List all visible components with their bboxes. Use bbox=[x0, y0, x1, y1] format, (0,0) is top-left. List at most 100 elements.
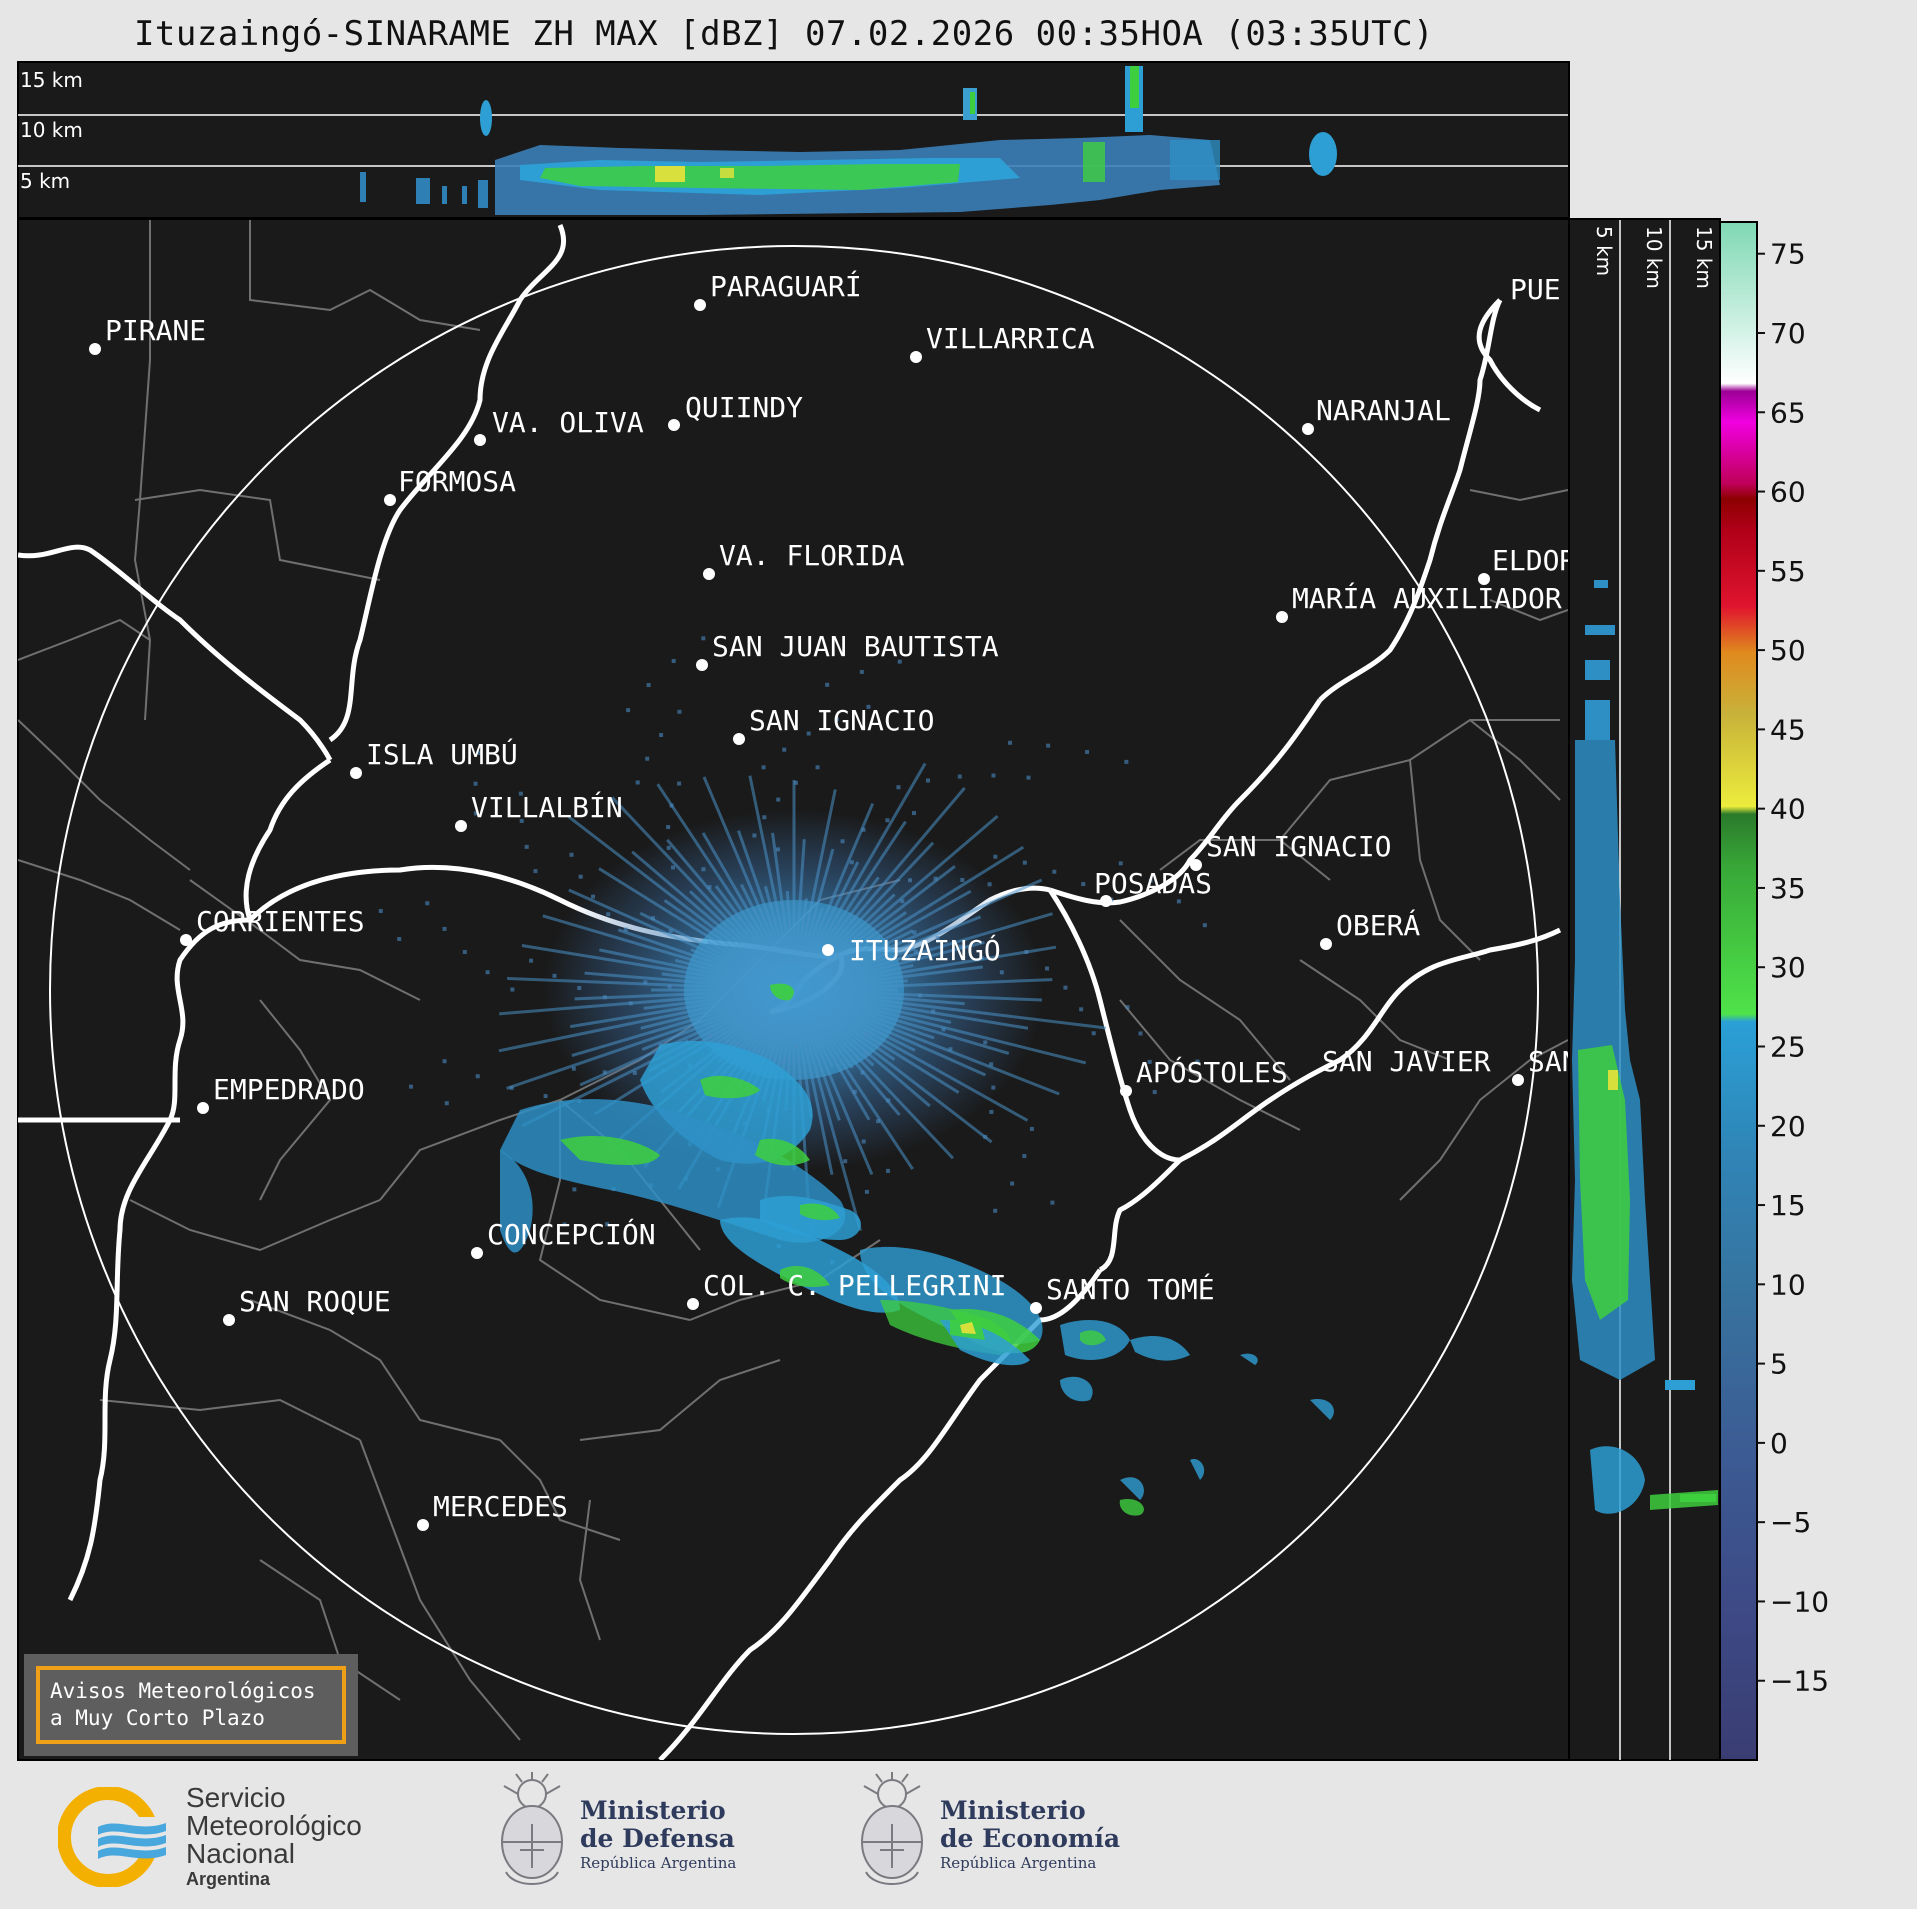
clutter-spoke bbox=[792, 841, 935, 992]
clutter-spoke bbox=[792, 803, 875, 991]
clutter-speck bbox=[509, 1085, 514, 1090]
colorbar-tick-label: 30 bbox=[1770, 951, 1806, 984]
clutter-spoke bbox=[792, 786, 966, 991]
precipitation-echoes bbox=[500, 983, 1334, 1516]
clutter-speck bbox=[602, 995, 607, 1000]
clutter-spoke bbox=[793, 889, 972, 992]
clutter-speck bbox=[701, 867, 706, 872]
colorbar-tick-label: 55 bbox=[1770, 555, 1806, 588]
clutter-spoke bbox=[793, 988, 1107, 1030]
clutter-speck bbox=[1022, 1154, 1027, 1159]
clutter-spoke bbox=[792, 839, 806, 991]
clutter-speck bbox=[897, 659, 902, 664]
city-label: SAN ROQUE bbox=[239, 1285, 391, 1318]
argentine-coat-of-arms-icon bbox=[501, 1772, 563, 1885]
clutter-speck bbox=[815, 765, 820, 770]
clutter-speck bbox=[543, 1094, 548, 1099]
clutter-spoke bbox=[748, 775, 796, 991]
clutter-speck bbox=[991, 773, 996, 778]
clutter-spoke bbox=[737, 830, 796, 991]
top-height-profile: 15 km 10 km 5 km bbox=[17, 61, 1570, 219]
clutter-spoke bbox=[656, 783, 796, 991]
city-dot bbox=[1276, 611, 1288, 623]
warning-box[interactable]: Avisos Meteorológicos a Muy Corto Plazo bbox=[24, 1654, 358, 1756]
defensa-logo[interactable]: Ministerio de Defensa República Argentin… bbox=[494, 1772, 736, 1898]
rivers-and-borders bbox=[18, 224, 1562, 1760]
clutter-speck bbox=[794, 780, 798, 785]
clutter-speck bbox=[666, 845, 671, 850]
clutter-spoke bbox=[792, 989, 834, 1176]
clutter-speck bbox=[533, 869, 538, 874]
clutter-speck bbox=[1091, 1031, 1096, 1036]
top-height-label-5: 5 km bbox=[20, 169, 70, 193]
clutter-speck bbox=[886, 1098, 891, 1103]
city-dot bbox=[89, 343, 101, 355]
clutter-spoke bbox=[567, 815, 795, 992]
city-dot bbox=[223, 1314, 235, 1326]
clutter-speck bbox=[958, 944, 963, 949]
side-height-label-5: 5 km bbox=[1592, 226, 1616, 276]
clutter-speck bbox=[957, 774, 962, 779]
city-label: QUIINDY bbox=[685, 391, 803, 424]
smn-line-3: Nacional bbox=[186, 1838, 295, 1869]
city-label: SANTO TOMÉ bbox=[1046, 1272, 1215, 1306]
clutter-spoke bbox=[499, 988, 795, 1016]
clutter-speck bbox=[843, 1159, 848, 1164]
city-dot bbox=[694, 299, 706, 311]
clutter-speck bbox=[643, 980, 648, 985]
city-label: SAN JUAN BAUTISTA bbox=[712, 630, 999, 663]
clutter-speck bbox=[775, 847, 780, 852]
clutter-speck bbox=[852, 1089, 857, 1094]
top-height-label-15: 15 km bbox=[20, 68, 83, 92]
economia-line-1: Ministerio bbox=[940, 1796, 1086, 1825]
clutter-speck bbox=[864, 1189, 869, 1194]
city-dot bbox=[1478, 573, 1490, 585]
clutter-speck bbox=[1125, 1005, 1130, 1010]
clutter-speck bbox=[1063, 985, 1068, 990]
clutter-speck bbox=[938, 652, 943, 657]
clutter-speck bbox=[519, 818, 524, 823]
clutter-speck bbox=[989, 1109, 994, 1114]
range-ring bbox=[49, 245, 1539, 1735]
clutter-speck bbox=[668, 929, 673, 934]
clutter-speck bbox=[1081, 882, 1086, 887]
city-label: VA. OLIVA bbox=[492, 406, 644, 439]
clutter-speck bbox=[911, 811, 916, 816]
city-dot bbox=[703, 568, 715, 580]
clutter-speck bbox=[983, 1040, 988, 1045]
city-label: PIRANE bbox=[105, 314, 206, 347]
clutter-speck bbox=[1029, 1126, 1034, 1131]
city-label: NARANJAL bbox=[1316, 394, 1451, 427]
clutter-speck bbox=[1138, 1031, 1143, 1036]
city-dot bbox=[1120, 1085, 1132, 1097]
clutter-speck bbox=[861, 1139, 866, 1144]
clutter-speck bbox=[782, 747, 787, 752]
clutter-speck bbox=[707, 885, 712, 890]
city-dot bbox=[668, 419, 680, 431]
clutter-speck bbox=[794, 1043, 798, 1048]
economia-logo[interactable]: Ministerio de Economía República Argenti… bbox=[854, 1772, 1120, 1898]
clutter-speck bbox=[979, 956, 984, 961]
clutter-speck bbox=[1079, 1007, 1084, 1012]
clutter-speck bbox=[1024, 950, 1029, 954]
clutter-speck bbox=[510, 987, 515, 992]
city-dot bbox=[350, 767, 362, 779]
defensa-line-3: República Argentina bbox=[580, 1854, 737, 1872]
clutter-spoke bbox=[793, 988, 1087, 1065]
smn-logo[interactable]: Servicio Meteorológico Nacional Argentin… bbox=[58, 1784, 362, 1890]
clutter-spoke bbox=[568, 888, 795, 992]
clutter-speck bbox=[834, 717, 839, 722]
city-dot bbox=[474, 434, 486, 446]
city-dot bbox=[1512, 1074, 1524, 1086]
city-label: SAN IGNACIO bbox=[749, 704, 934, 737]
top-height-label-10: 10 km bbox=[20, 118, 83, 142]
clutter-spoke bbox=[793, 988, 1043, 1002]
clutter-speck bbox=[1085, 749, 1090, 754]
clutter-spoke bbox=[793, 865, 956, 992]
city-label: PUE bbox=[1510, 273, 1561, 306]
clutter-speck bbox=[1118, 861, 1123, 866]
defensa-line-1: Ministerio bbox=[580, 1796, 726, 1825]
colorbar-tick-label: 60 bbox=[1770, 476, 1806, 509]
clutter-speck bbox=[912, 930, 917, 935]
city-dot bbox=[180, 934, 192, 946]
